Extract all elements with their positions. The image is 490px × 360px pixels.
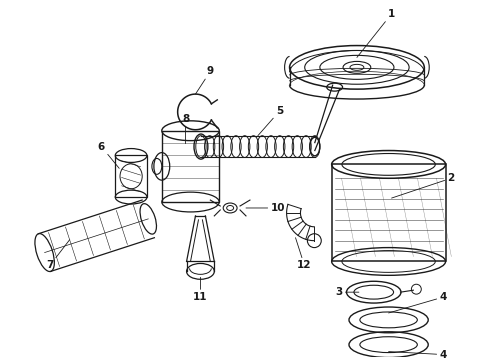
Text: 4: 4 xyxy=(389,292,447,313)
Text: 10: 10 xyxy=(246,203,285,213)
Text: 12: 12 xyxy=(295,238,312,270)
Text: 11: 11 xyxy=(193,277,208,302)
Text: 7: 7 xyxy=(46,240,70,270)
Bar xyxy=(162,131,219,202)
Text: 9: 9 xyxy=(196,66,214,94)
Text: 2: 2 xyxy=(392,173,455,198)
Text: 4: 4 xyxy=(389,350,447,360)
Text: 5: 5 xyxy=(258,106,283,136)
Text: 6: 6 xyxy=(98,141,119,168)
Text: 1: 1 xyxy=(357,9,395,58)
Bar xyxy=(115,156,147,197)
Text: 3: 3 xyxy=(336,287,359,297)
Bar xyxy=(332,165,445,261)
Text: 8: 8 xyxy=(182,114,189,144)
